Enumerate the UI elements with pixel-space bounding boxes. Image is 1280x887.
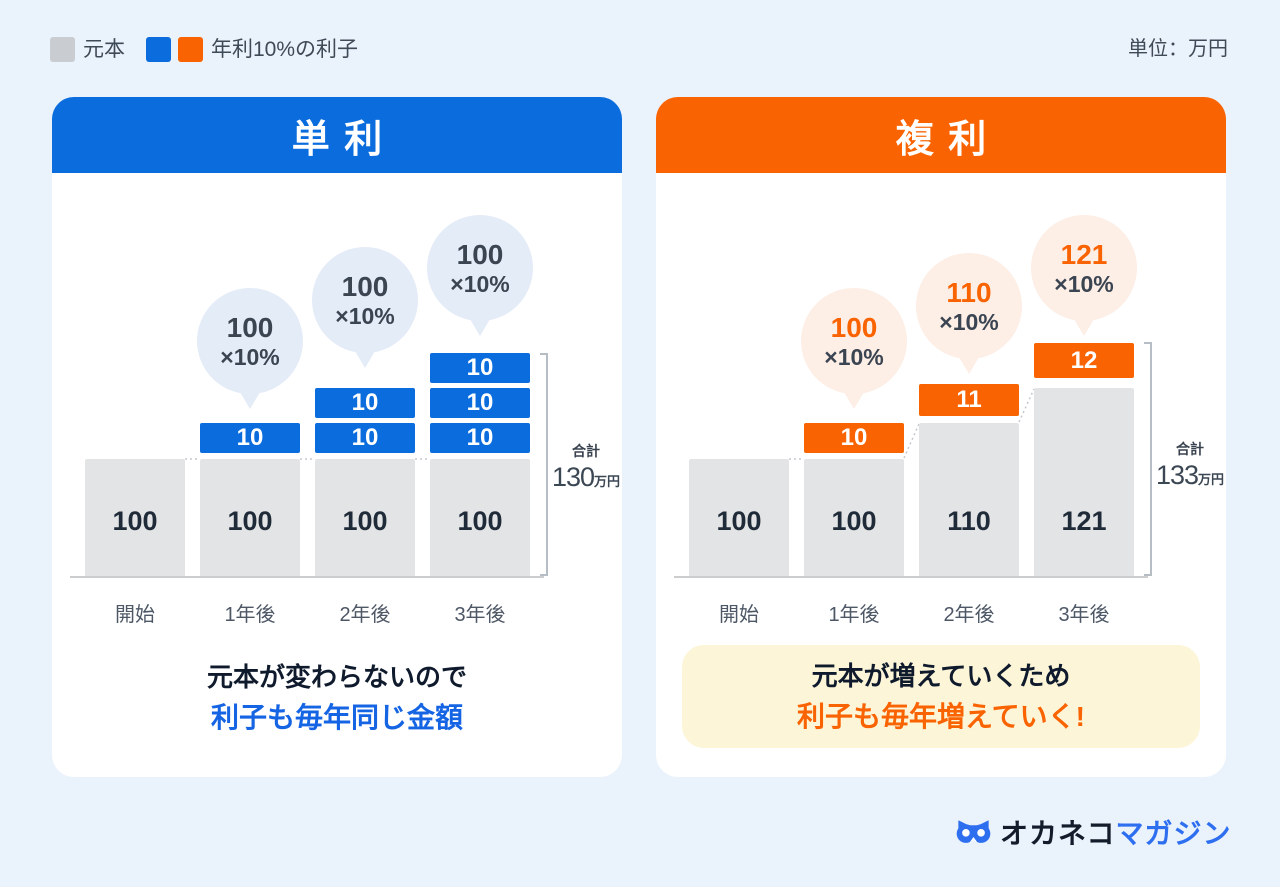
total-unit: 万円 bbox=[1198, 472, 1225, 487]
compound-caption-box: 元本が増えていくため 利子も毎年増えていく! bbox=[682, 645, 1200, 748]
axis-label: 1年後 bbox=[828, 604, 880, 626]
principal-swatch-icon bbox=[50, 37, 75, 62]
interest-block: 10 bbox=[430, 388, 530, 418]
calc-bubble: 121 ×10% bbox=[1031, 215, 1137, 321]
interest-block: 10 bbox=[430, 353, 530, 383]
total-value: 133万円 bbox=[1155, 460, 1225, 490]
bubble-value: 100 bbox=[456, 238, 504, 270]
total-value: 130万円 bbox=[551, 462, 621, 492]
axis-label: 開始 bbox=[719, 604, 759, 626]
axis-label: 3年後 bbox=[454, 604, 506, 626]
cat-face-icon bbox=[956, 820, 991, 843]
principal-value: 100 bbox=[112, 506, 158, 536]
bubble-tail bbox=[237, 387, 263, 409]
bubble-multiplier: ×10% bbox=[824, 343, 884, 370]
axis-label: 開始 bbox=[115, 604, 155, 626]
interest-block: 11 bbox=[919, 384, 1019, 416]
bubble-value: 100 bbox=[226, 311, 274, 343]
bubble-multiplier: ×10% bbox=[939, 308, 999, 335]
calc-bubble: 110 ×10% bbox=[916, 253, 1022, 359]
principal-bar bbox=[430, 459, 530, 576]
axis-baseline bbox=[674, 576, 1148, 578]
unit-label: 単位：万円 bbox=[1128, 38, 1228, 60]
compound-interest-panel: 複利 100 100 110 121 10 11 12 100 ×10% 110… bbox=[656, 97, 1226, 777]
principal-bar bbox=[200, 459, 300, 576]
principal-value: 100 bbox=[457, 506, 503, 536]
caption-line1: 元本が増えていくため bbox=[811, 660, 1071, 691]
interest-block: 12 bbox=[1034, 343, 1134, 378]
principal-bar bbox=[689, 459, 789, 576]
total: 合計 133万円 bbox=[1154, 439, 1226, 496]
principal-value: 121 bbox=[1061, 506, 1107, 536]
bubble-tail bbox=[1071, 314, 1097, 336]
simple-interest-panel: 単利 100 100 100 100 10 10 10 10 10 10 100… bbox=[52, 97, 622, 777]
interest-block: 10 bbox=[315, 423, 415, 453]
bubble-value: 121 bbox=[1060, 238, 1108, 270]
bubble-tail bbox=[467, 314, 493, 336]
principal-bar bbox=[85, 459, 185, 576]
simple-panel-title: 単利 bbox=[52, 97, 622, 173]
bubble-multiplier: ×10% bbox=[220, 343, 280, 370]
compound-panel-title: 複利 bbox=[656, 97, 1226, 173]
principal-label: 元本 bbox=[83, 38, 125, 61]
calc-bubble: 100 ×10% bbox=[197, 288, 303, 394]
bubble-tail bbox=[841, 387, 867, 409]
bubble-tail bbox=[352, 346, 378, 368]
calc-bubble: 100 ×10% bbox=[427, 215, 533, 321]
axis-label: 3年後 bbox=[1058, 604, 1110, 626]
total-label: 合計 bbox=[1176, 441, 1204, 457]
principal-value: 100 bbox=[831, 506, 877, 536]
logo-text-dark: オカネコ bbox=[1000, 818, 1116, 849]
principal-bar bbox=[1034, 388, 1134, 576]
axis-label: 1年後 bbox=[224, 604, 276, 626]
axis-label: 2年後 bbox=[943, 604, 995, 626]
okaneco-magazine-logo: オカネコ マガジン bbox=[955, 812, 1231, 852]
principal-bar bbox=[919, 423, 1019, 576]
total-unit: 万円 bbox=[594, 474, 621, 489]
total-bracket bbox=[1144, 342, 1152, 576]
bubble-tail bbox=[956, 352, 982, 374]
principal-value: 100 bbox=[342, 506, 388, 536]
interest-block: 10 bbox=[200, 423, 300, 453]
principal-bar bbox=[804, 459, 904, 576]
interest-label: 年利10%の利子 bbox=[211, 38, 359, 61]
total-bracket bbox=[540, 353, 548, 576]
interest-block: 10 bbox=[430, 423, 530, 453]
compound-interest-swatch-icon bbox=[178, 37, 203, 62]
calc-bubble: 100 ×10% bbox=[801, 288, 907, 394]
calc-bubble: 100 ×10% bbox=[312, 247, 418, 353]
bubble-multiplier: ×10% bbox=[450, 270, 510, 297]
logo-text-blue: マガジン bbox=[1115, 818, 1232, 849]
bubble-multiplier: ×10% bbox=[1054, 270, 1114, 297]
simple-interest-swatch-icon bbox=[146, 37, 171, 62]
caption-line2: 利子も毎年同じ金額 bbox=[210, 702, 463, 733]
caption-line1: 元本が変わらないので bbox=[206, 662, 467, 692]
bubble-multiplier: ×10% bbox=[335, 302, 395, 329]
interest-block: 10 bbox=[315, 388, 415, 418]
simple-caption: 元本が変わらないので 利子も毎年同じ金額 bbox=[52, 657, 622, 739]
bubble-value: 100 bbox=[341, 270, 389, 302]
caption-line2: 利子も毎年増えていく! bbox=[797, 700, 1085, 732]
axis-baseline bbox=[70, 576, 544, 578]
principal-value: 110 bbox=[947, 506, 991, 536]
total: 合計 130万円 bbox=[550, 441, 622, 498]
bubble-value: 100 bbox=[830, 311, 878, 343]
interest-block: 10 bbox=[804, 423, 904, 453]
bubble-value: 110 bbox=[946, 276, 992, 308]
principal-value: 100 bbox=[716, 506, 762, 536]
principal-bar bbox=[315, 459, 415, 576]
principal-value: 100 bbox=[227, 506, 273, 536]
axis-label: 2年後 bbox=[339, 604, 391, 626]
total-label: 合計 bbox=[572, 443, 600, 459]
